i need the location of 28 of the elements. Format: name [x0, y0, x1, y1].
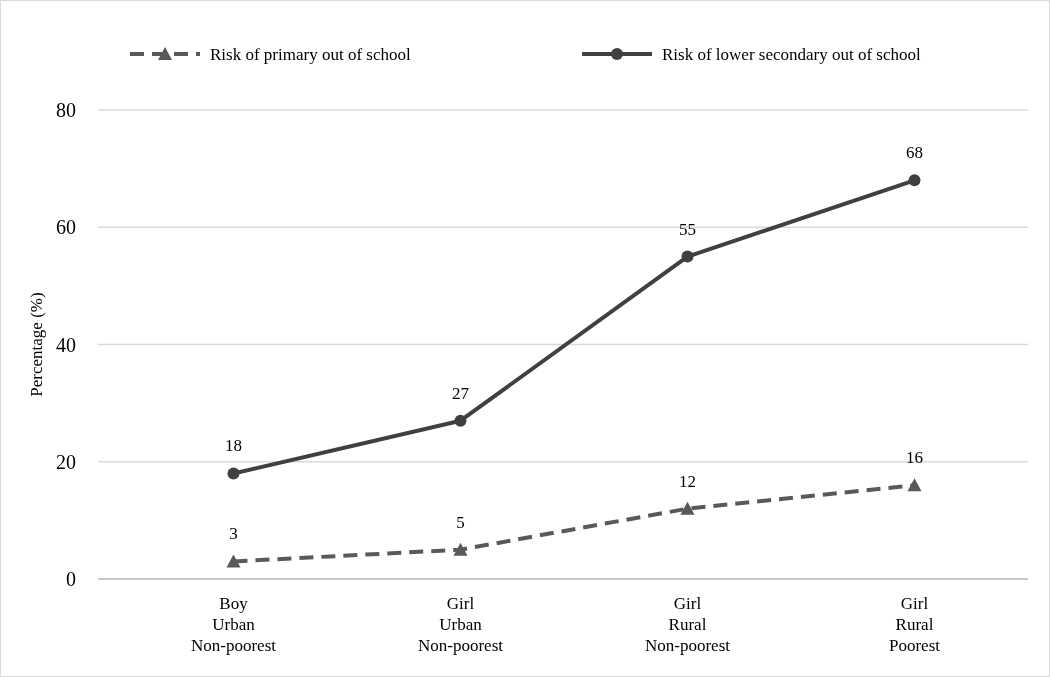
data-label: 18: [225, 436, 242, 456]
data-label: 16: [906, 448, 923, 468]
point: [907, 478, 922, 492]
data-label: 12: [679, 471, 696, 491]
legend-label: Risk of primary out of school: [210, 44, 411, 64]
data-label: 55: [679, 219, 696, 239]
y-tick-label: 20: [56, 450, 76, 473]
y-tick-label: 0: [66, 568, 76, 590]
point: [908, 174, 921, 187]
point: [454, 414, 467, 427]
point: [453, 542, 468, 556]
data-label: 3: [229, 524, 238, 544]
point: [681, 250, 694, 263]
point: [680, 501, 695, 515]
data-label: 5: [456, 512, 465, 532]
x-tick-label: Girl Urban Non-poorest: [418, 594, 504, 655]
y-tick-label: 40: [56, 333, 76, 356]
legend-label: Risk of lower secondary out of school: [662, 44, 921, 64]
x-tick-label: Girl Rural Non-poorest: [645, 594, 731, 655]
y-tick-label: 80: [56, 99, 76, 121]
data-label: 68: [906, 143, 923, 163]
x-tick-label: Girl Rural Poorest: [889, 594, 941, 655]
y-axis-title: Percentage (%): [27, 292, 46, 397]
x-tick-label: Boy Urban Non-poorest: [191, 594, 277, 655]
point: [226, 554, 241, 568]
point: [227, 467, 240, 480]
data-label: 27: [452, 383, 470, 403]
y-tick-label: 60: [56, 216, 76, 239]
